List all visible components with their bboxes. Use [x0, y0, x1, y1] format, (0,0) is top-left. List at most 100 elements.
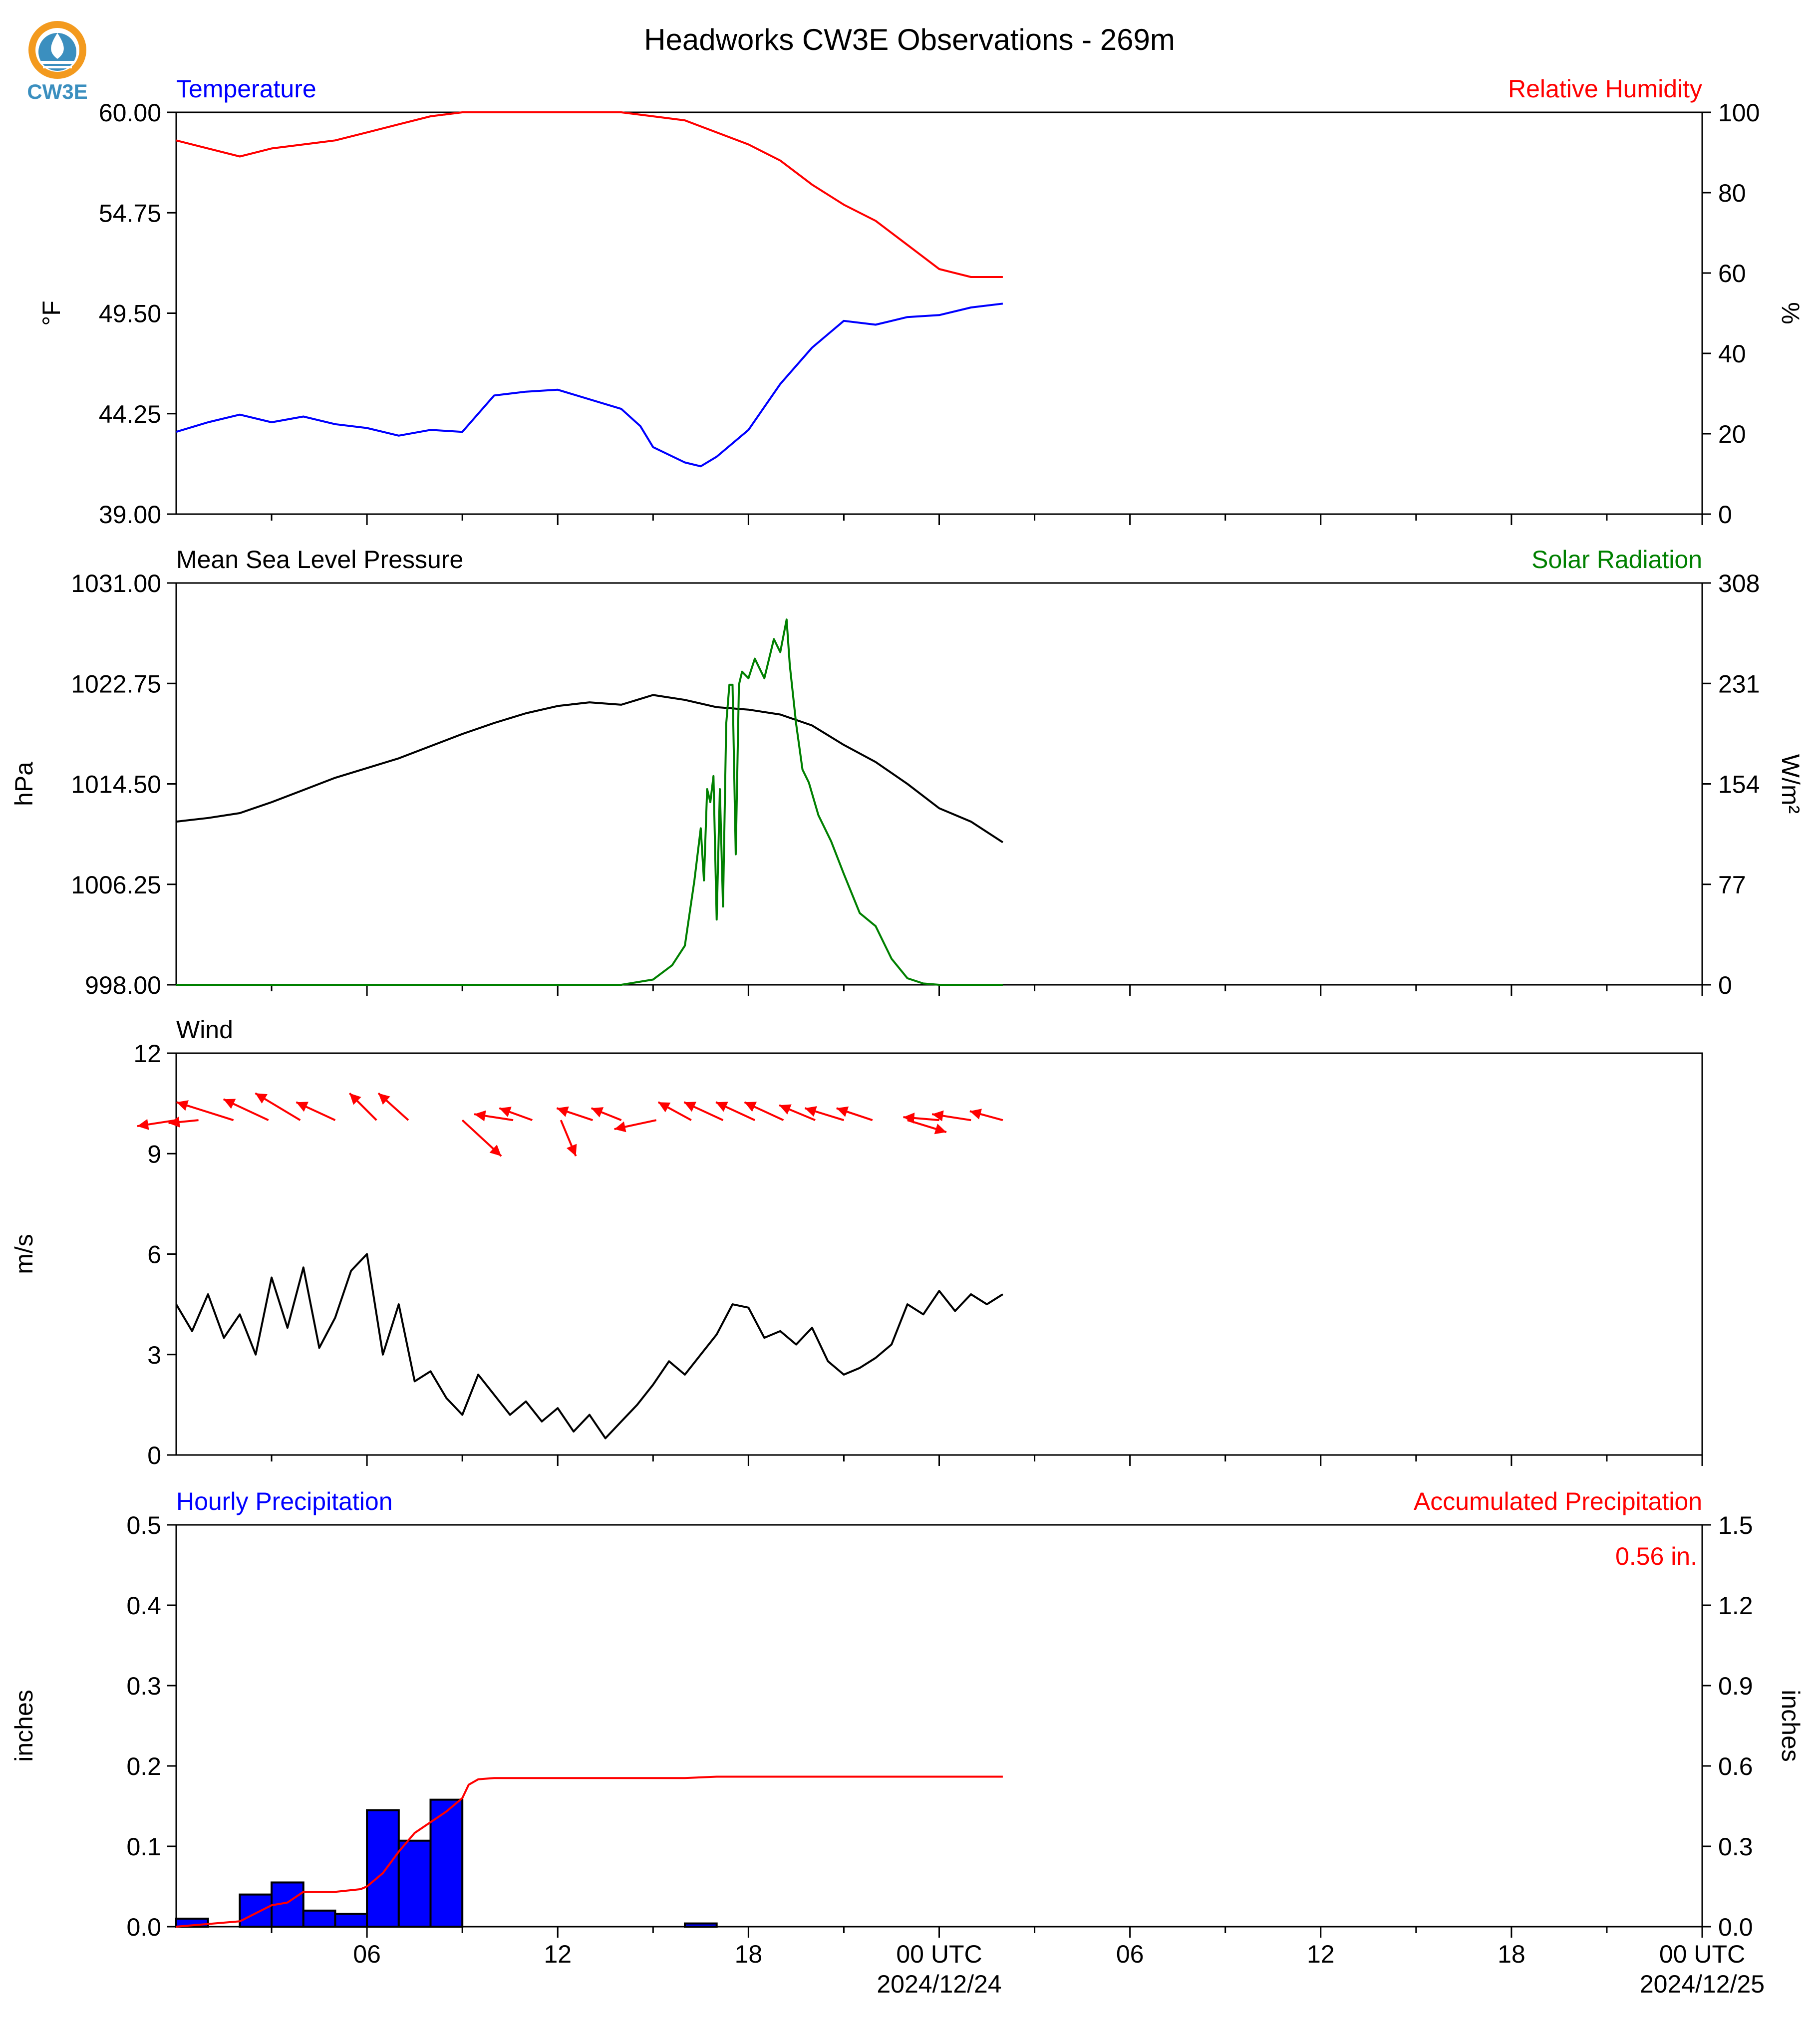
- wind-vector-head: [296, 1102, 308, 1112]
- wind-vector-head: [658, 1102, 671, 1113]
- wind-vector-head: [836, 1106, 849, 1117]
- y-tick-label-right: 77: [1718, 871, 1746, 899]
- y-tick-label-right: 154: [1718, 771, 1760, 799]
- y-axis-label-right: inches: [1777, 1690, 1805, 1762]
- figure-title: Headworks CW3E Observations - 269m: [644, 23, 1175, 56]
- series-line-accumulated-precipitation: [176, 1775, 1003, 1928]
- x-tick-label: 12: [544, 1940, 572, 1968]
- wind-vector: [779, 1104, 816, 1122]
- wind-vector: [461, 1119, 502, 1157]
- y-tick-label-right: 100: [1718, 99, 1760, 127]
- x-tick-label: 18: [735, 1940, 763, 1968]
- logo-text: CW3E: [27, 80, 87, 103]
- wind-vector-head: [934, 1124, 946, 1135]
- y-tick-label: 44.25: [99, 400, 161, 428]
- series-line-solar-radiation: [176, 618, 1003, 986]
- precip-bar: [397, 1839, 432, 1928]
- y-tick-label: 9: [147, 1140, 161, 1168]
- panel-right-title: Relative Humidity: [1508, 75, 1702, 103]
- panel-right-title: Solar Radiation: [1531, 546, 1702, 574]
- y-tick-label: 0.0: [126, 1913, 161, 1941]
- y-tick-label: 0.5: [126, 1511, 161, 1539]
- panel-left-title: Temperature: [176, 75, 316, 103]
- y-tick-label-right: 308: [1718, 570, 1760, 597]
- y-tick-label-right: 0.0: [1718, 1913, 1753, 1941]
- y-tick-label-right: 0.3: [1718, 1833, 1753, 1861]
- x-tick-label: 06: [1116, 1940, 1144, 1968]
- x-tick-label: 12: [1307, 1940, 1335, 1968]
- y-tick-label: 1014.50: [71, 771, 161, 799]
- y-tick-label-right: 231: [1718, 670, 1760, 698]
- panels: 39.0044.2549.5054.7560.00020406080100°F%…: [10, 75, 1805, 1998]
- y-tick-label: 1031.00: [71, 570, 161, 597]
- wind-vector: [168, 1117, 199, 1128]
- y-tick-label-right: 0.6: [1718, 1752, 1753, 1780]
- y-tick-label: 0.2: [126, 1752, 161, 1780]
- y-tick-label: 49.50: [99, 300, 161, 328]
- y-tick-label: 0: [147, 1442, 161, 1469]
- y-axis-label: hPa: [10, 762, 38, 806]
- wind-vector-head: [255, 1093, 268, 1104]
- precip-bar: [684, 1922, 718, 1928]
- wind-vector-head: [716, 1102, 728, 1112]
- wind-vector: [931, 1110, 971, 1122]
- y-tick-label-right: 20: [1718, 420, 1746, 448]
- series-line-wind: [175, 1253, 1003, 1440]
- y-tick-label-right: 1.5: [1718, 1511, 1753, 1539]
- series-line-relative-humidity: [176, 111, 1003, 278]
- y-tick-label: 60.00: [99, 99, 161, 127]
- wind-vector: [804, 1106, 845, 1122]
- x-date-label: 2024/12/25: [1640, 1970, 1765, 1998]
- panel-left-title: Wind: [176, 1016, 233, 1044]
- wind-vector-head: [378, 1093, 390, 1105]
- wind-vector: [499, 1107, 533, 1122]
- wind-vector: [560, 1120, 577, 1157]
- wind-vector: [715, 1101, 755, 1121]
- precip-bar: [302, 1909, 336, 1928]
- wind-vector-head: [903, 1113, 915, 1124]
- panel-left-title: Mean Sea Level Pressure: [176, 546, 463, 574]
- wind-vector: [744, 1101, 784, 1121]
- wind-vector: [255, 1092, 301, 1121]
- y-tick-label: 0.4: [126, 1592, 161, 1620]
- y-axis-label-right: W/m²: [1777, 754, 1805, 814]
- wind-vector-head: [805, 1106, 817, 1117]
- wind-vector-head: [684, 1102, 696, 1112]
- wind-vector-head: [499, 1107, 512, 1117]
- y-tick-label: 998.00: [85, 971, 161, 999]
- y-tick-label-right: 0: [1718, 501, 1732, 529]
- panel-left-title: Hourly Precipitation: [176, 1487, 393, 1515]
- precip-bar: [366, 1809, 400, 1928]
- precip-bar: [334, 1913, 368, 1928]
- wind-vector-head: [223, 1099, 236, 1109]
- wind-vector: [591, 1107, 622, 1122]
- wind-vector-head: [489, 1145, 502, 1157]
- y-tick-label-right: 60: [1718, 260, 1746, 288]
- wind-vector: [836, 1106, 873, 1122]
- precip-bar: [429, 1798, 464, 1928]
- y-tick-label: 12: [133, 1040, 161, 1068]
- drop-icon: [51, 33, 64, 59]
- wind-vector-head: [614, 1121, 626, 1133]
- y-axis-label-right: %: [1777, 302, 1805, 324]
- wind-vector-head: [567, 1144, 577, 1157]
- x-tick-label: 00 UTC: [1659, 1940, 1745, 1968]
- wind-vector: [137, 1119, 177, 1130]
- wind-vector: [296, 1101, 336, 1121]
- y-tick-label-right: 0.9: [1718, 1672, 1753, 1700]
- wind-vector-head: [932, 1110, 944, 1122]
- wind-vector: [348, 1092, 377, 1121]
- y-tick-label: 1006.25: [71, 871, 161, 899]
- y-tick-label: 6: [147, 1241, 161, 1269]
- x-date-label: 2024/12/24: [877, 1970, 1001, 1998]
- y-axis-label: inches: [10, 1690, 38, 1762]
- wind-vector-head: [349, 1093, 361, 1105]
- wind-vector: [377, 1092, 409, 1121]
- y-tick-label: 39.00: [99, 501, 161, 529]
- panel-right-title: Accumulated Precipitation: [1414, 1487, 1702, 1515]
- y-tick-label-right: 0: [1718, 971, 1732, 999]
- wind-vector: [657, 1101, 692, 1121]
- series-line-mean-sea-level-pressure: [176, 694, 1003, 844]
- x-tick-label: 06: [353, 1940, 381, 1968]
- wind-vector: [556, 1106, 593, 1122]
